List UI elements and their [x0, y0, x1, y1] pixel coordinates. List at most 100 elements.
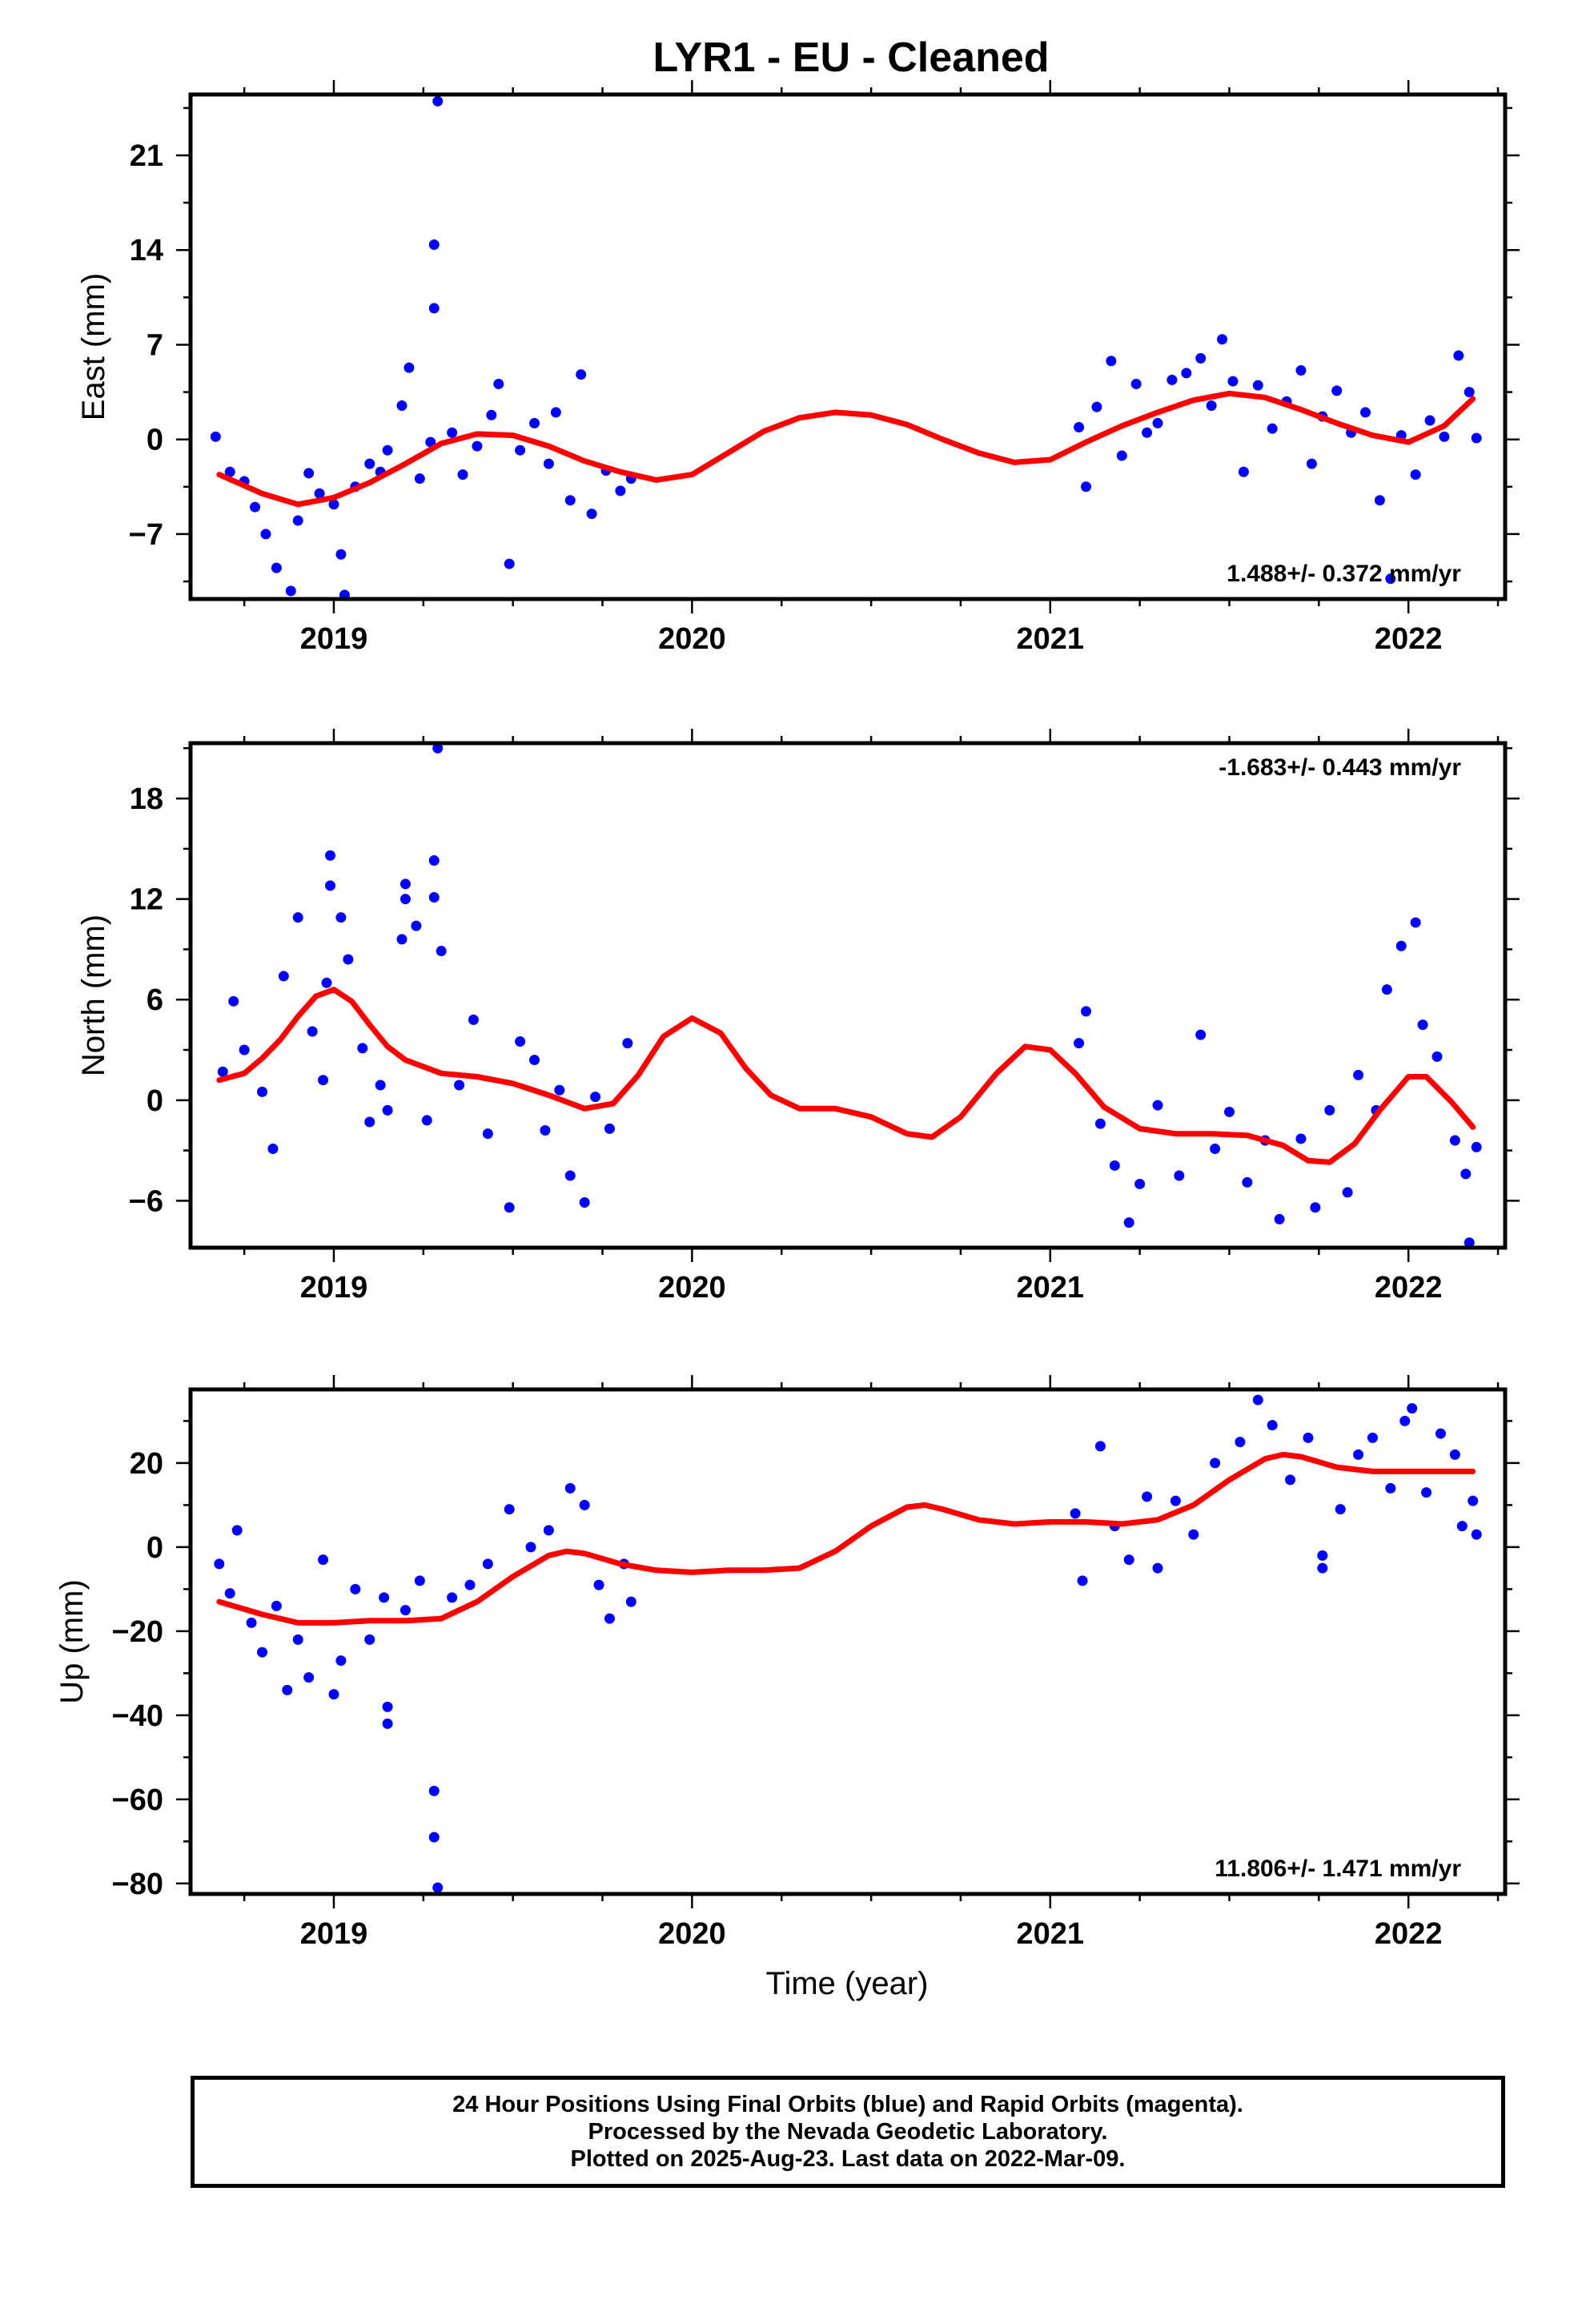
data-point	[256, 1086, 267, 1097]
north-panel: 2019 2020 2021 2022 18 12 6 0 −6 North (mm) -1.683…	[76, 729, 1520, 1305]
data-point	[529, 417, 540, 428]
data-point	[579, 1196, 590, 1208]
data-point	[1074, 1038, 1085, 1049]
data-point	[246, 1617, 257, 1628]
data-point	[1074, 421, 1085, 432]
data-point	[1353, 1449, 1364, 1460]
data-point	[210, 431, 221, 442]
data-point	[1435, 1428, 1446, 1439]
data-point	[382, 1701, 393, 1712]
x-tick-label: 2022	[1375, 622, 1443, 656]
data-point	[375, 1080, 386, 1091]
figure-canvas: 2019 2020 2021 2022 21 14 7 0 −7 East (mm) 1.488+/…	[54, 80, 1520, 2001]
data-point	[1295, 1133, 1307, 1144]
data-point	[1317, 1550, 1328, 1561]
data-point	[224, 466, 235, 477]
data-point	[335, 1655, 347, 1667]
data-point	[504, 1202, 515, 1213]
data-point	[1360, 407, 1371, 418]
data-point	[428, 303, 440, 314]
fit-curve	[216, 390, 1476, 508]
data-point	[1188, 1529, 1199, 1540]
data-point	[564, 1170, 576, 1181]
data-point	[292, 515, 303, 526]
x-tick-label: 2019	[300, 1917, 368, 1951]
data-point	[428, 239, 440, 250]
data-point	[357, 1043, 368, 1054]
x-tick-label: 2022	[1375, 1271, 1443, 1305]
x-tick-label: 2020	[658, 1917, 726, 1951]
panel-frame	[188, 1387, 1508, 1896]
y-axis-label: Up (mm)	[54, 1579, 90, 1704]
data-point	[1109, 1160, 1120, 1171]
data-points	[210, 95, 1482, 599]
data-point	[515, 1036, 526, 1047]
y-tick-label: 0	[147, 424, 163, 457]
data-point	[364, 458, 375, 469]
data-point	[1152, 417, 1163, 428]
y-tick-label: 20	[130, 1447, 163, 1481]
data-point	[515, 444, 526, 456]
data-point	[447, 1592, 458, 1603]
data-point	[622, 1038, 633, 1049]
data-point	[1385, 573, 1396, 585]
data-point	[529, 1055, 540, 1066]
data-point	[447, 427, 458, 438]
data-point	[1353, 1069, 1364, 1080]
data-point	[1471, 1529, 1482, 1540]
data-point	[428, 1785, 440, 1796]
data-point	[1449, 1449, 1460, 1460]
data-point	[1123, 1217, 1134, 1228]
x-tick-label: 2019	[300, 622, 368, 656]
data-point	[1395, 940, 1407, 951]
data-point	[1252, 1394, 1263, 1405]
y-tick-label: −80	[112, 1868, 163, 1901]
x-tick-label: 2021	[1017, 1917, 1085, 1951]
x-tick-label: 2021	[1017, 622, 1085, 656]
data-point	[379, 1592, 390, 1603]
data-point	[1303, 1432, 1314, 1443]
data-point	[1285, 1474, 1296, 1486]
data-point	[1449, 1135, 1460, 1146]
data-point	[1223, 1106, 1235, 1117]
data-point	[428, 855, 440, 866]
data-point	[1094, 1118, 1106, 1129]
data-point	[1091, 401, 1102, 412]
y-tick-label: 14	[130, 234, 163, 267]
data-point	[586, 509, 597, 520]
data-point	[625, 1596, 636, 1607]
data-point	[604, 1123, 615, 1134]
data-point	[324, 850, 335, 861]
data-point	[303, 1672, 315, 1683]
data-point	[328, 1689, 339, 1700]
data-point	[318, 1554, 329, 1566]
data-point	[400, 894, 411, 905]
data-point	[576, 369, 587, 380]
data-point	[382, 1718, 393, 1729]
data-point	[324, 880, 335, 891]
data-point	[1134, 1178, 1146, 1189]
data-point	[314, 488, 325, 499]
data-point	[1252, 380, 1263, 391]
data-point	[1070, 1508, 1081, 1519]
rate-label: 1.488+/- 0.372 mm/yr	[1227, 561, 1461, 587]
data-point	[1453, 350, 1464, 361]
data-point	[414, 473, 425, 485]
y-tick-label: 0	[147, 1084, 163, 1118]
data-point	[1407, 1403, 1418, 1414]
data-point	[318, 1075, 329, 1086]
data-point	[454, 1080, 465, 1091]
x-tick-label: 2019	[300, 1271, 368, 1305]
data-point	[1081, 481, 1092, 493]
y-axis-label: East (mm)	[76, 273, 111, 420]
caption-line-orbits: 24 Hour Positions Using Final Orbits (bl…	[452, 2092, 1243, 2117]
data-point	[382, 1104, 393, 1116]
data-point	[615, 485, 626, 497]
x-tick-label: 2020	[658, 1271, 726, 1305]
data-point	[1267, 1420, 1278, 1431]
data-point	[1116, 450, 1127, 461]
data-point	[1142, 1491, 1153, 1502]
x-tick-label: 2021	[1017, 1271, 1085, 1305]
data-point	[1210, 1458, 1221, 1469]
data-point	[1106, 356, 1117, 367]
